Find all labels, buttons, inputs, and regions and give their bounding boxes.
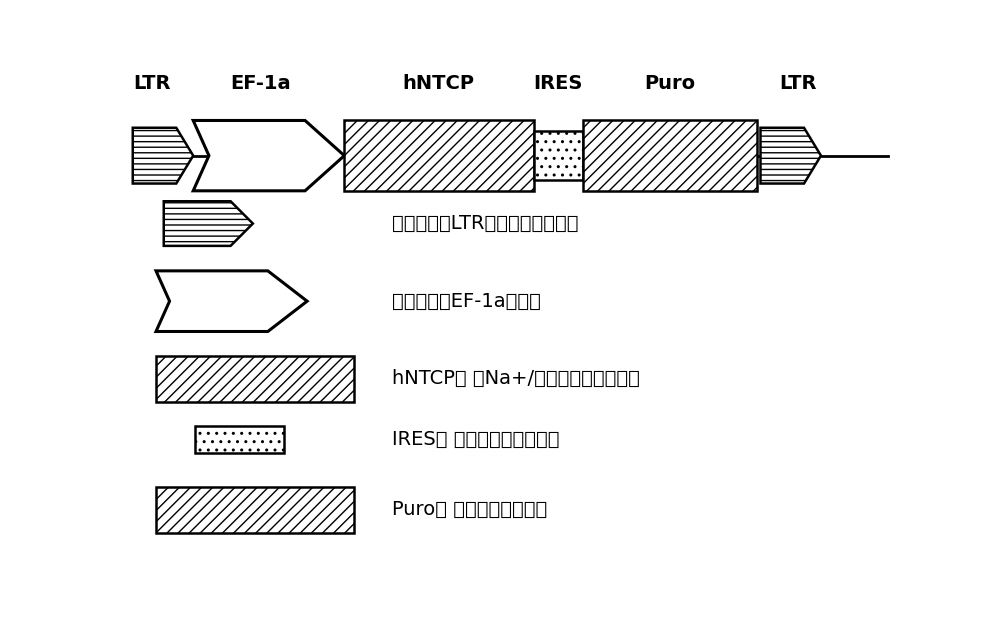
- Bar: [156, 487, 354, 533]
- Bar: [534, 132, 583, 180]
- Text: IRES: IRES: [534, 74, 583, 93]
- Text: 慢病毒载体EF-1a启动子: 慢病毒载体EF-1a启动子: [392, 292, 541, 311]
- Polygon shape: [761, 128, 821, 183]
- Text: 慢病毒原件LTR：长串联重复序列: 慢病毒原件LTR：长串联重复序列: [392, 214, 579, 233]
- Text: hNTCP: hNTCP: [403, 74, 475, 93]
- Polygon shape: [156, 271, 307, 331]
- Bar: [156, 356, 354, 402]
- Text: EF-1a: EF-1a: [230, 74, 291, 93]
- Bar: [344, 120, 534, 191]
- Polygon shape: [193, 120, 344, 191]
- Bar: [195, 426, 284, 453]
- Text: IRES： 内部核糖体进入位点: IRES： 内部核糖体进入位点: [392, 430, 560, 449]
- Polygon shape: [133, 128, 193, 183]
- Text: LTR: LTR: [133, 74, 171, 93]
- Text: Puro: Puro: [644, 74, 695, 93]
- Bar: [583, 120, 757, 191]
- Polygon shape: [164, 201, 253, 246]
- Text: hNTCP： 亾Na+/牛磺胆盐共转运多肽: hNTCP： 亾Na+/牛磺胆盐共转运多肽: [392, 369, 640, 388]
- Text: Puro： 嘀呐露素抗性基因: Puro： 嘀呐露素抗性基因: [392, 500, 548, 519]
- Text: LTR: LTR: [779, 74, 816, 93]
